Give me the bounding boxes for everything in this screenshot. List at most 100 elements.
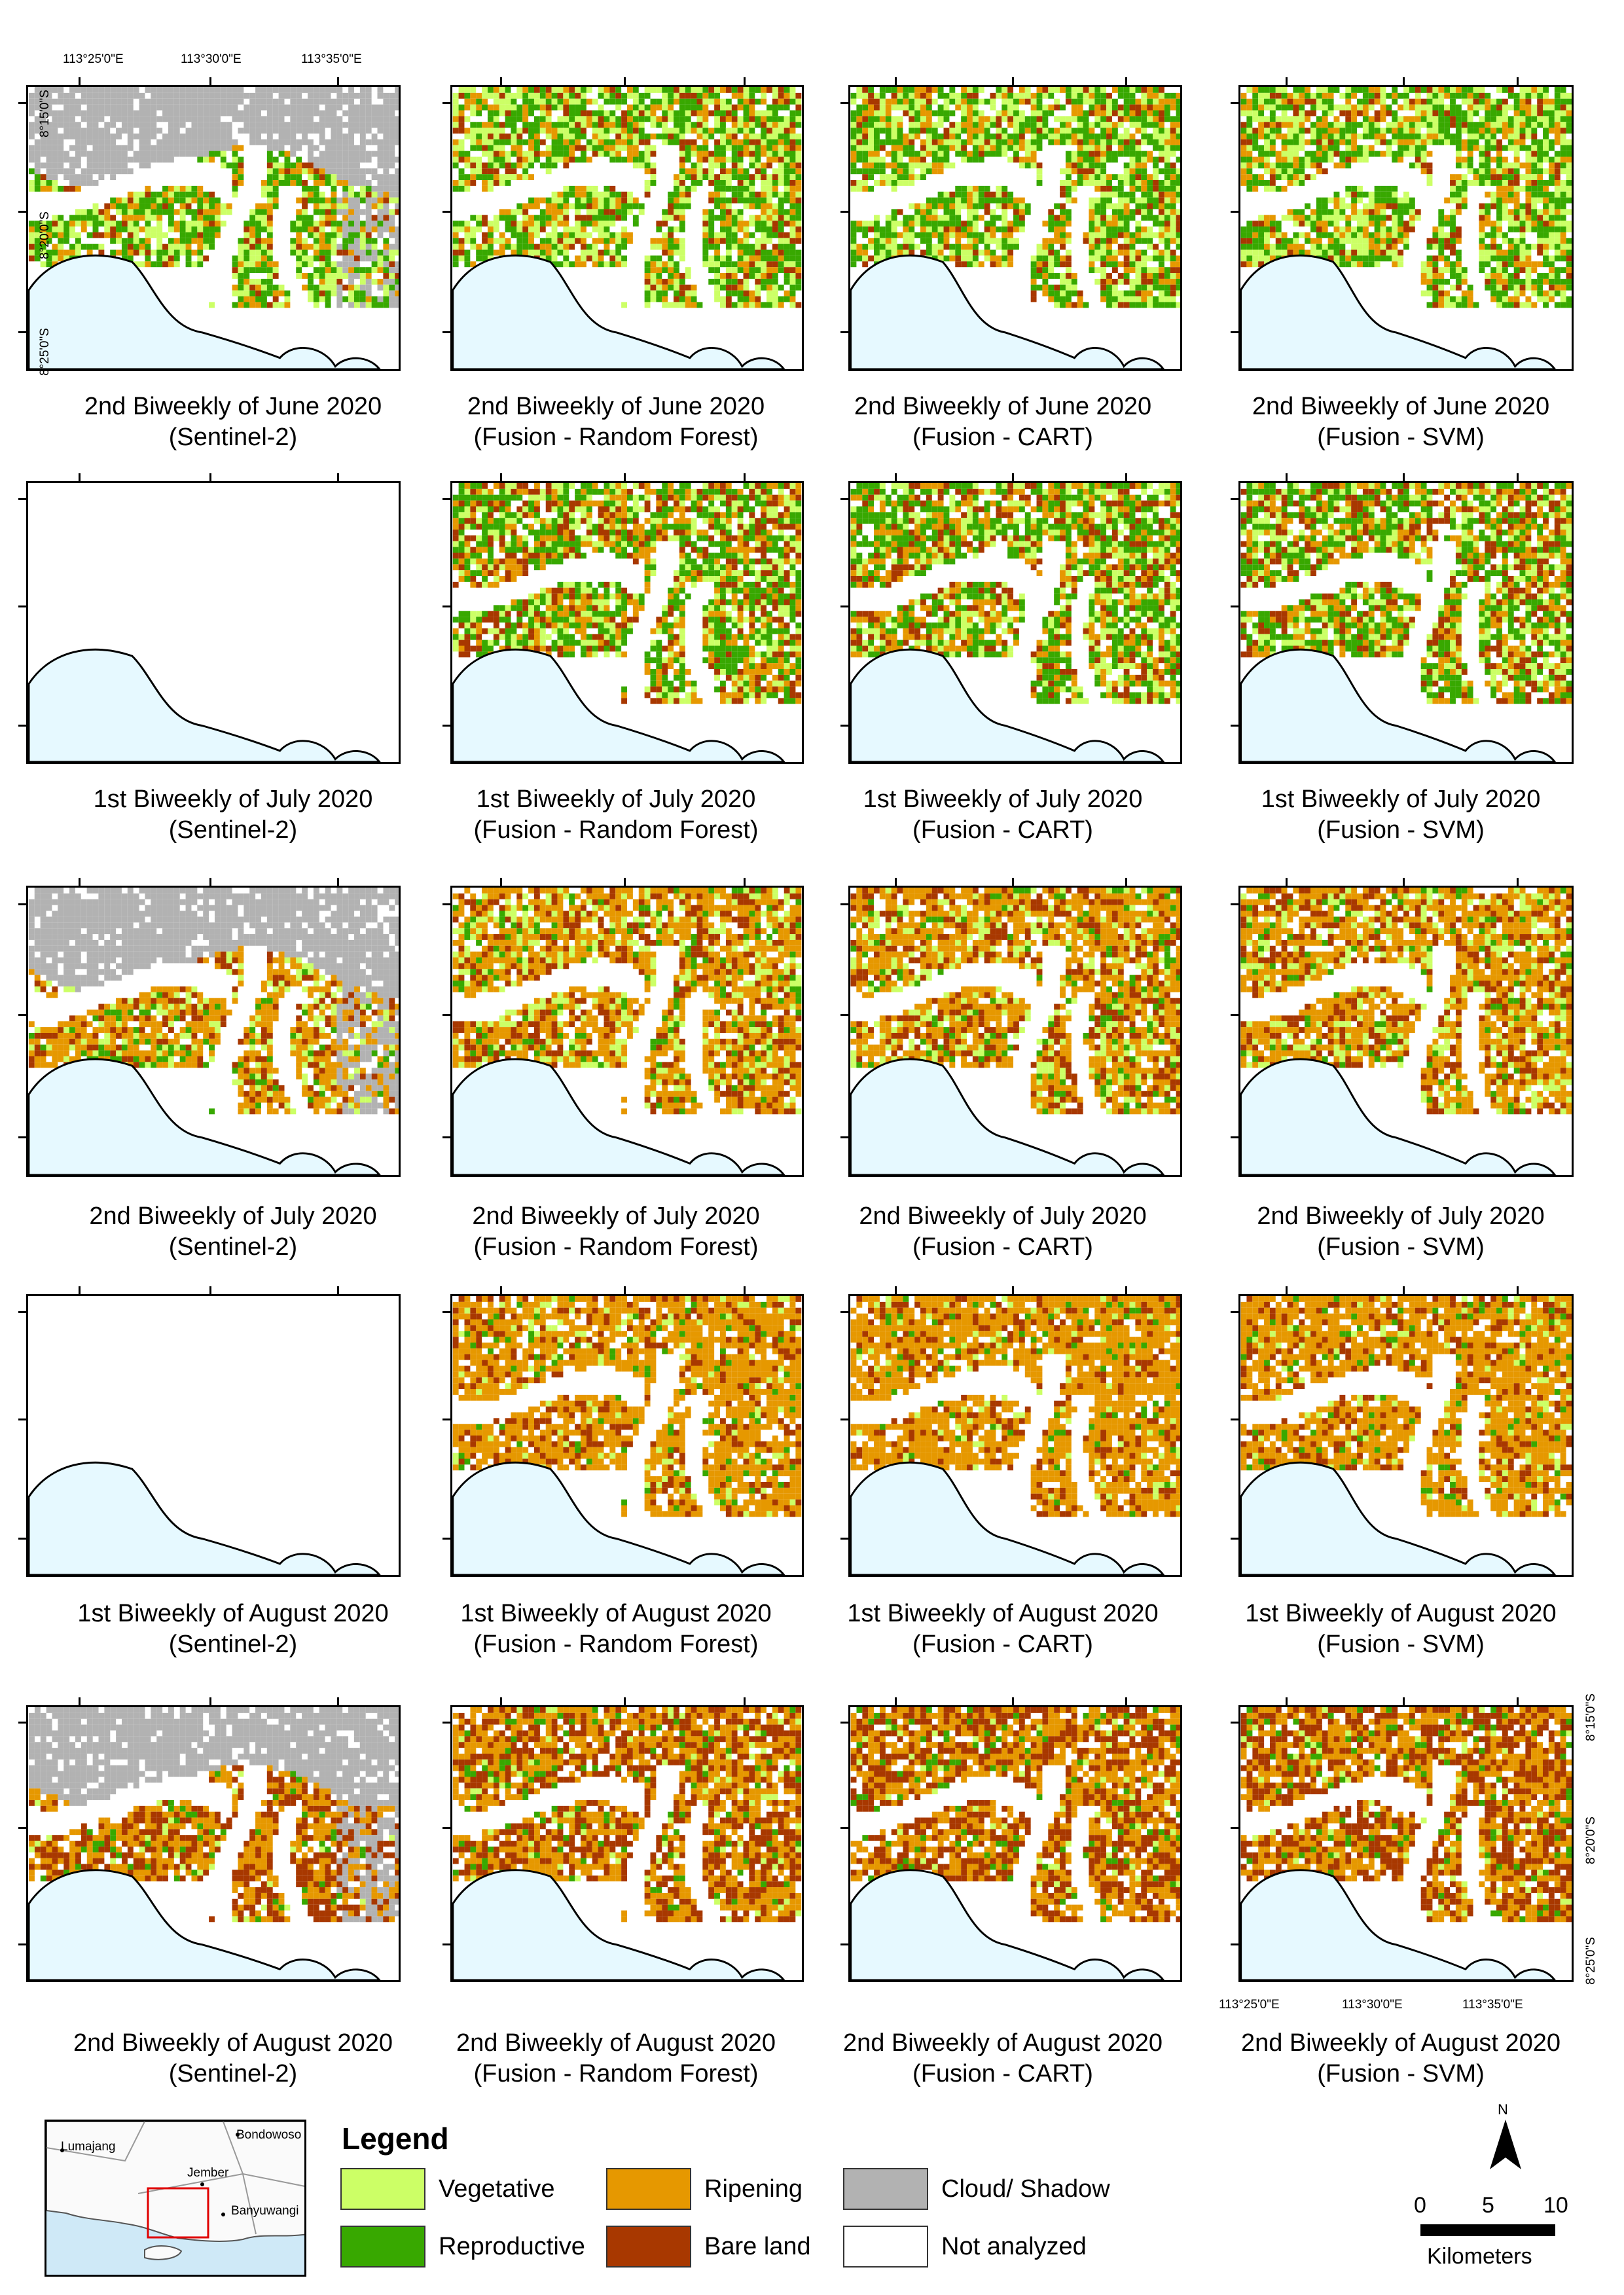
map-raster bbox=[1240, 483, 1572, 762]
map-tick-left bbox=[18, 102, 26, 105]
sea-coastline bbox=[28, 1058, 381, 1175]
map-tick-left bbox=[840, 211, 848, 213]
map-tick-left bbox=[18, 1310, 26, 1313]
legend-swatch-reproductive bbox=[340, 2226, 425, 2268]
map-tick-left bbox=[1231, 1722, 1238, 1724]
map-tick-left bbox=[442, 1310, 450, 1313]
sea-coastline bbox=[452, 254, 785, 369]
legend-label-vegetative: Vegetative bbox=[439, 2175, 554, 2203]
caption-method: (Fusion - CART) bbox=[820, 1232, 1186, 1263]
map-aug-2-random-forest bbox=[450, 1705, 804, 1982]
map-raster bbox=[452, 1296, 802, 1575]
map-tick-left bbox=[1231, 102, 1238, 105]
caption-jul-1-svm: 1st Biweekly of July 2020 (Fusion - SVM) bbox=[1218, 784, 1584, 846]
caption-aug-2-svm: 2nd Biweekly of August 2020 (Fusion - SVM… bbox=[1218, 2028, 1584, 2089]
map-jul-1-cart bbox=[848, 481, 1182, 764]
caption-date: 2nd Biweekly of July 2020 bbox=[433, 1201, 799, 1232]
caption-method: (Fusion - SVM) bbox=[1218, 1232, 1584, 1263]
map-tick-left bbox=[18, 724, 26, 727]
longitude-label-3: 113°35'0"E bbox=[301, 52, 362, 67]
caption-method: (Sentinel-2) bbox=[50, 422, 416, 453]
map-tick-top bbox=[744, 1286, 746, 1294]
map-tick-top bbox=[623, 1286, 626, 1294]
inset-label-lumajang: Lumajang bbox=[61, 2140, 115, 2154]
longitude-label-2: 113°30'0"E bbox=[181, 52, 242, 67]
map-tick-left bbox=[840, 1827, 848, 1830]
map-tick-top bbox=[895, 473, 897, 481]
map-tick-top bbox=[499, 473, 502, 481]
caption-method: (Fusion - Random Forest) bbox=[433, 2059, 799, 2089]
map-tick-left bbox=[1231, 497, 1238, 500]
latitude-label-right-1: 8°15'0"S bbox=[1584, 1693, 1598, 1741]
scale-tick-5: 5 bbox=[1482, 2193, 1494, 2218]
map-tick-top bbox=[1125, 1286, 1128, 1294]
map-tick-top bbox=[336, 1697, 339, 1705]
map-tick-top bbox=[1011, 878, 1014, 886]
map-raster bbox=[28, 1707, 399, 1980]
sea-coastline bbox=[850, 1058, 1165, 1175]
map-jul-1-svm bbox=[1238, 481, 1574, 764]
caption-date: 2nd Biweekly of August 2020 bbox=[1218, 2028, 1584, 2059]
map-tick-left bbox=[442, 1419, 450, 1421]
longitude-label-bottom-1: 113°25'0"E bbox=[1219, 1998, 1280, 2012]
map-tick-top bbox=[744, 1697, 746, 1705]
map-tick-top bbox=[79, 1697, 81, 1705]
legend-item-reproductive: Reproductive bbox=[340, 2226, 585, 2268]
map-tick-top bbox=[895, 1697, 897, 1705]
map-tick-left bbox=[840, 903, 848, 905]
map-raster bbox=[1240, 1707, 1572, 1980]
sea-coastline bbox=[850, 254, 1165, 369]
map-tick-left bbox=[18, 331, 26, 333]
sea-coastline bbox=[1240, 648, 1557, 762]
sea-coastline bbox=[452, 1461, 785, 1575]
caption-method: (Fusion - Random Forest) bbox=[433, 1629, 799, 1660]
map-tick-left bbox=[840, 605, 848, 608]
caption-date: 1st Biweekly of July 2020 bbox=[50, 784, 416, 815]
map-tick-top bbox=[1516, 878, 1519, 886]
map-tick-left bbox=[840, 724, 848, 727]
caption-method: (Fusion - Random Forest) bbox=[433, 1232, 799, 1263]
map-raster bbox=[452, 888, 802, 1175]
caption-date: 2nd Biweekly of June 2020 bbox=[50, 391, 416, 422]
sea-coastline bbox=[28, 1869, 381, 1980]
map-tick-left bbox=[442, 1722, 450, 1724]
caption-jul-2-sentinel-2: 2nd Biweekly of July 2020 (Sentinel-2) bbox=[50, 1201, 416, 1263]
map-tick-left bbox=[1231, 903, 1238, 905]
caption-date: 2nd Biweekly of July 2020 bbox=[50, 1201, 416, 1232]
caption-date: 2nd Biweekly of June 2020 bbox=[1218, 391, 1584, 422]
legend-swatch-ripening bbox=[606, 2168, 691, 2210]
scale-tick-0: 0 bbox=[1414, 2193, 1426, 2218]
map-tick-left bbox=[1231, 331, 1238, 333]
legend-label-ripening: Ripening bbox=[704, 2175, 803, 2203]
map-tick-top bbox=[1285, 473, 1288, 481]
scale-unit: Kilometers bbox=[1427, 2244, 1532, 2269]
legend-label-cloud-shadow: Cloud/ Shadow bbox=[941, 2175, 1110, 2203]
map-tick-top bbox=[336, 878, 339, 886]
map-jul-2-sentinel-2 bbox=[26, 886, 401, 1177]
map-tick-top bbox=[1011, 1697, 1014, 1705]
map-jul-2-cart bbox=[848, 886, 1182, 1177]
caption-date: 2nd Biweekly of June 2020 bbox=[820, 391, 1186, 422]
map-aug-2-cart bbox=[848, 1705, 1182, 1982]
legend-label-bare-land: Bare land bbox=[704, 2233, 811, 2261]
caption-method: (Fusion - SVM) bbox=[1218, 1629, 1584, 1660]
caption-date: 1st Biweekly of July 2020 bbox=[1218, 784, 1584, 815]
latitude-label-1: 8°15'0"S bbox=[38, 90, 52, 137]
map-tick-top bbox=[1516, 1697, 1519, 1705]
caption-aug-1-cart: 1st Biweekly of August 2020 (Fusion - CAR… bbox=[820, 1599, 1186, 1660]
map-tick-left bbox=[840, 497, 848, 500]
map-jul-1-random-forest bbox=[450, 481, 804, 764]
map-tick-left bbox=[18, 605, 26, 608]
map-tick-left bbox=[442, 1537, 450, 1540]
caption-method: (Fusion - CART) bbox=[820, 422, 1186, 453]
inset-map-graphic bbox=[46, 2122, 304, 2275]
map-tick-top bbox=[1402, 473, 1405, 481]
map-jul-1-sentinel-2 bbox=[26, 481, 401, 764]
map-raster bbox=[28, 87, 399, 369]
map-tick-top bbox=[1125, 878, 1128, 886]
caption-date: 2nd Biweekly of July 2020 bbox=[820, 1201, 1186, 1232]
latitude-label-3: 8°25'0"S bbox=[38, 328, 52, 376]
map-tick-left bbox=[1231, 1943, 1238, 1945]
map-tick-top bbox=[499, 878, 502, 886]
map-jun-2-cart bbox=[848, 85, 1182, 371]
